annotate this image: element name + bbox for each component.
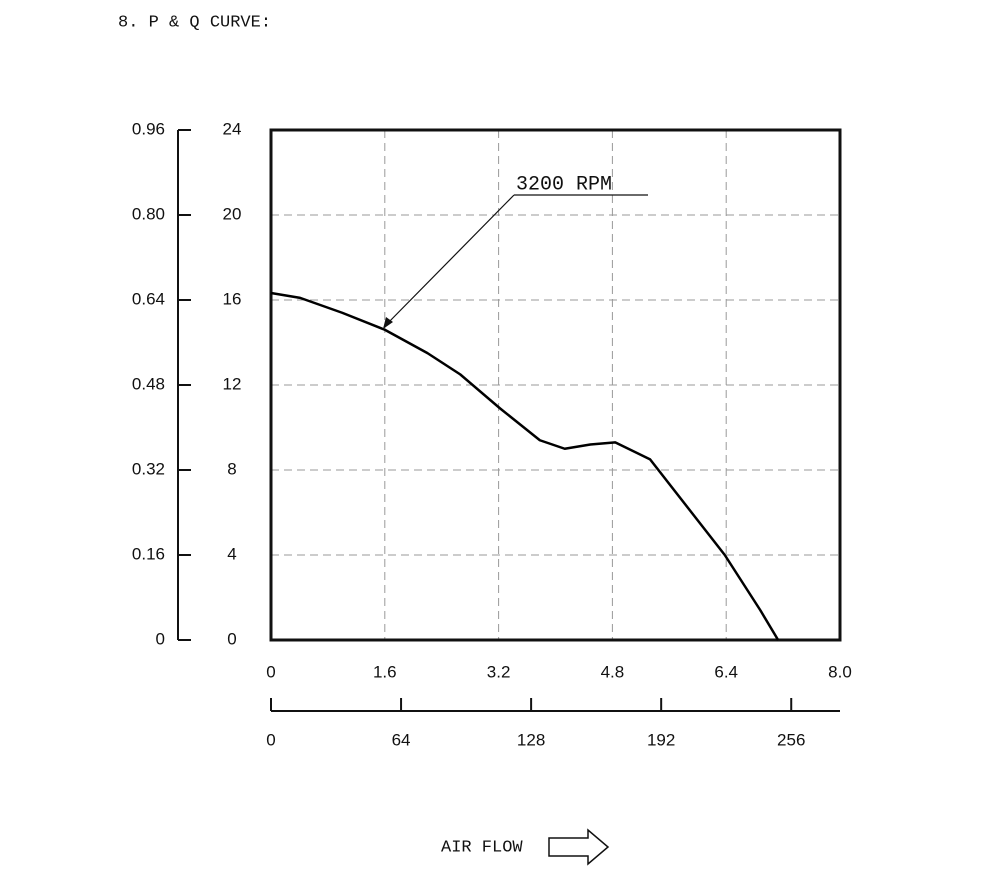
y-tick-label: 12 [223,374,242,393]
x-tick-label: 8.0 [828,662,852,681]
y2-tick-label: 0.64 [132,289,165,308]
x-tick-label: 6.4 [714,662,738,681]
x-tick-label: 0 [266,662,275,681]
y-tick-label: 0 [227,629,236,648]
y2-tick-label: 0 [156,629,165,648]
y2-tick-label: 0.16 [132,544,165,563]
x2-tick-label: 128 [517,730,545,749]
y-tick-label: 20 [223,204,242,223]
y2-tick-label: 0.32 [132,459,165,478]
y-tick-label: 4 [227,544,236,563]
chart-title: 8. P & Q CURVE: [118,13,271,32]
x2-tick-label: 256 [777,730,805,749]
x-tick-label: 4.8 [601,662,625,681]
x2-tick-label: 192 [647,730,675,749]
label-leader [383,194,515,328]
x-axis-label: AIR FLOW [441,838,523,857]
x-tick-label: 1.6 [373,662,397,681]
label-arrowhead [383,317,393,329]
x2-tick-label: 64 [392,730,411,749]
pq-curve [270,291,780,641]
plot-frame [269,128,842,642]
x2-tick-label: 0 [266,730,275,749]
y2-tick-label: 0.96 [132,119,165,138]
x-tick-label: 3.2 [487,662,511,681]
y-tick-label: 8 [227,459,236,478]
y2-tick-label: 0.80 [132,204,165,223]
y2-tick-label: 0.48 [132,374,165,393]
y-tick-label: 24 [223,119,242,138]
air-flow-arrow [548,828,610,866]
y-tick-label: 16 [223,289,242,308]
series-label: 3200 RPM [516,173,612,196]
